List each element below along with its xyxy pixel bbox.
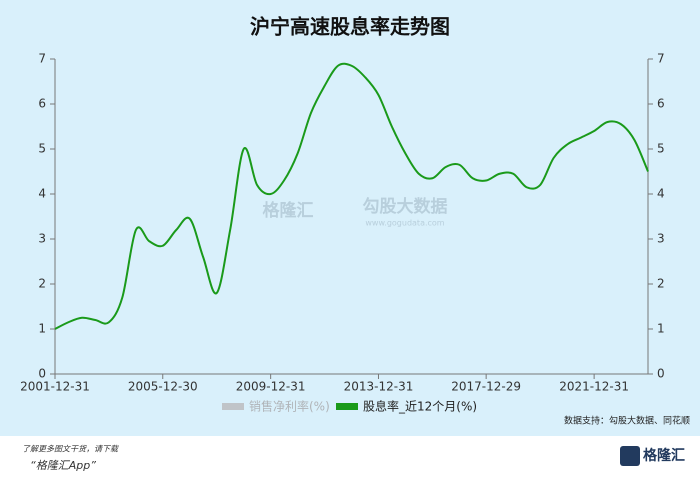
y-tick-label: 3	[38, 232, 46, 246]
x-tick-label: 2009-12-31	[236, 380, 306, 394]
x-tick-label: 2017-12-29	[451, 380, 521, 394]
y2-tick-label: 0	[657, 367, 665, 381]
x-tick-label: 2021-12-31	[559, 380, 629, 394]
data-line	[54, 62, 649, 330]
legend-swatch	[222, 403, 244, 410]
y-tick-label: 0	[38, 367, 46, 381]
footer-background	[0, 436, 700, 486]
y-tick-label: 5	[38, 142, 46, 156]
logo-text: 格隆汇	[643, 447, 685, 464]
logo-icon	[620, 446, 640, 466]
y2-tick-label: 7	[657, 52, 665, 66]
y2-tick-label: 2	[657, 277, 665, 291]
y2-tick-label: 6	[657, 97, 665, 111]
x-tick-label: 2013-12-31	[344, 380, 414, 394]
footer-text: 了解更多图文干货，请下载	[22, 445, 119, 454]
source-note: 数据支持：勾股大数据、同花顺	[564, 415, 690, 427]
legend-label: 股息率_近12个月(%)	[363, 399, 477, 414]
y2-tick-label: 3	[657, 232, 665, 246]
y-tick-label: 2	[38, 277, 46, 291]
chart-background	[0, 0, 700, 436]
y2-tick-label: 1	[657, 322, 665, 336]
y-tick-label: 6	[38, 97, 46, 111]
y-tick-label: 1	[38, 322, 46, 336]
footer-text: “格隆汇App”	[30, 459, 96, 472]
legend-label: 销售净利率(%)	[249, 399, 330, 414]
legend-swatch	[336, 403, 358, 410]
chart-title: 沪宁高速股息率走势图	[250, 15, 450, 39]
watermark: 勾股大数据	[363, 196, 448, 217]
y-tick-label: 7	[38, 52, 46, 66]
x-tick-label: 2001-12-31	[20, 380, 90, 394]
y2-tick-label: 4	[657, 187, 665, 201]
watermark: www.gogudata.com	[365, 219, 444, 228]
watermark: 格隆汇	[263, 200, 314, 221]
x-tick-label: 2005-12-30	[128, 380, 198, 394]
y-tick-label: 4	[38, 187, 46, 201]
y2-tick-label: 5	[657, 142, 665, 156]
